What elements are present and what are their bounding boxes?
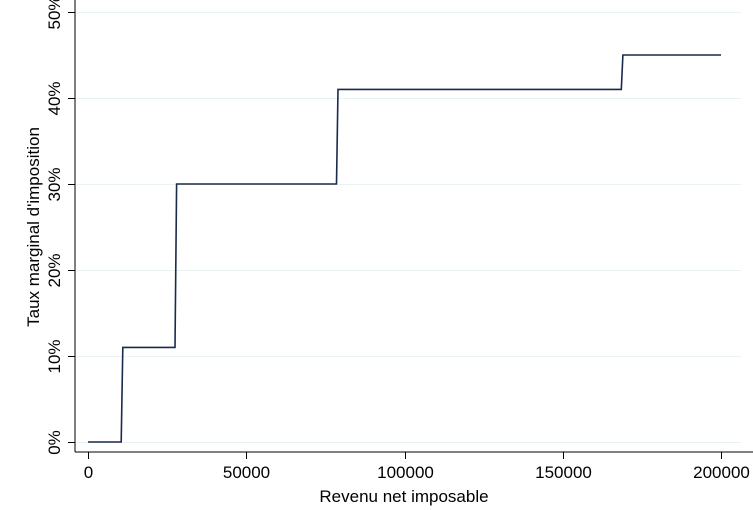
x-axis-title: Revenu net imposable [319,487,488,506]
y-tick-label: 20% [45,253,64,287]
x-tick-label: 100000 [377,463,434,482]
x-tick-label: 50000 [223,463,270,482]
x-ticks: 0 50000 100000 150000 200000 [84,452,750,482]
x-tick-label: 200000 [693,463,750,482]
y-tick-label: 10% [45,339,64,373]
y-ticks: 0% 10% 20% 30% 40% 50% [45,0,75,455]
x-tick-label: 150000 [535,463,592,482]
y-axis-title: Taux marginal d'imposition [24,127,43,327]
y-tick-label: 0% [45,430,64,455]
axes [74,0,753,453]
tax-rate-series-line [88,54,721,443]
y-tick-label: 30% [45,167,64,201]
y-tick-label: 50% [45,0,64,30]
series [88,54,721,443]
y-tick-label: 40% [45,81,64,115]
x-tick-label: 0 [84,463,93,482]
